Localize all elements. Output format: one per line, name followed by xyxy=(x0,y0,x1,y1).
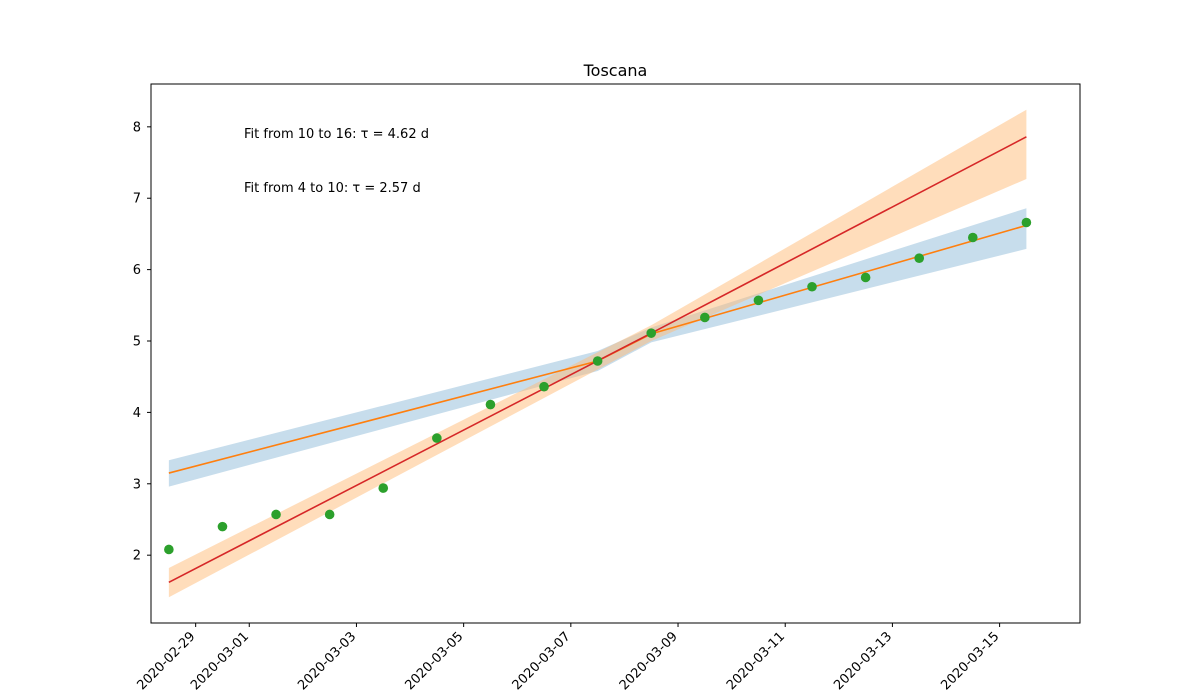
data-point-16 xyxy=(1021,217,1032,228)
plot-frame xyxy=(150,83,1081,624)
data-point-14 xyxy=(914,253,925,263)
x-tick-label: 2020-03-05 xyxy=(402,629,466,693)
y-tick-label: 6 xyxy=(133,263,141,278)
y-tick-label: 2 xyxy=(133,549,141,564)
y-tick-label: 7 xyxy=(133,192,141,207)
x-tick-label: 2020-03-15 xyxy=(938,629,1002,693)
data-point-2 xyxy=(271,509,281,520)
data-point-11 xyxy=(753,295,764,306)
y-tick-label: 4 xyxy=(133,406,141,421)
data-point-6 xyxy=(485,399,496,410)
data-point-4 xyxy=(378,483,389,493)
fit-annotation-10-16: Fit from 10 to 16: τ = 4.62 d xyxy=(244,127,429,142)
data-point-1 xyxy=(217,521,228,532)
confidence-band-2 xyxy=(168,109,1027,598)
data-point-15 xyxy=(968,232,978,243)
x-tick-label: 2020-03-09 xyxy=(617,629,681,693)
y-tick-label: 8 xyxy=(133,120,141,135)
y-tick-label: 3 xyxy=(133,477,141,492)
data-point-0 xyxy=(164,544,174,555)
data-point-13 xyxy=(860,272,871,283)
data-points xyxy=(164,217,1032,555)
chart-title: Toscana xyxy=(583,61,648,80)
x-tick-label: 2020-03-13 xyxy=(831,629,895,693)
x-tick-label: 2020-03-01 xyxy=(188,629,252,693)
x-tick-label: 2020-03-07 xyxy=(510,629,574,693)
data-point-8 xyxy=(592,356,603,366)
fit-annotation-4-10: Fit from 4 to 10: τ = 2.57 d xyxy=(244,181,421,196)
data-point-12 xyxy=(807,281,817,292)
x-tick-label: 2020-03-11 xyxy=(724,629,788,693)
data-point-7 xyxy=(539,381,549,392)
data-point-3 xyxy=(324,509,335,520)
data-point-5 xyxy=(432,433,442,443)
y-axis: 2 3 4 5 6 7 8 xyxy=(133,120,151,564)
data-point-9 xyxy=(646,328,657,338)
x-tick-label: 2020-03-03 xyxy=(295,629,359,693)
data-point-10 xyxy=(700,312,710,323)
confidence-band-1 xyxy=(168,208,1027,487)
y-tick-label: 5 xyxy=(133,335,141,350)
